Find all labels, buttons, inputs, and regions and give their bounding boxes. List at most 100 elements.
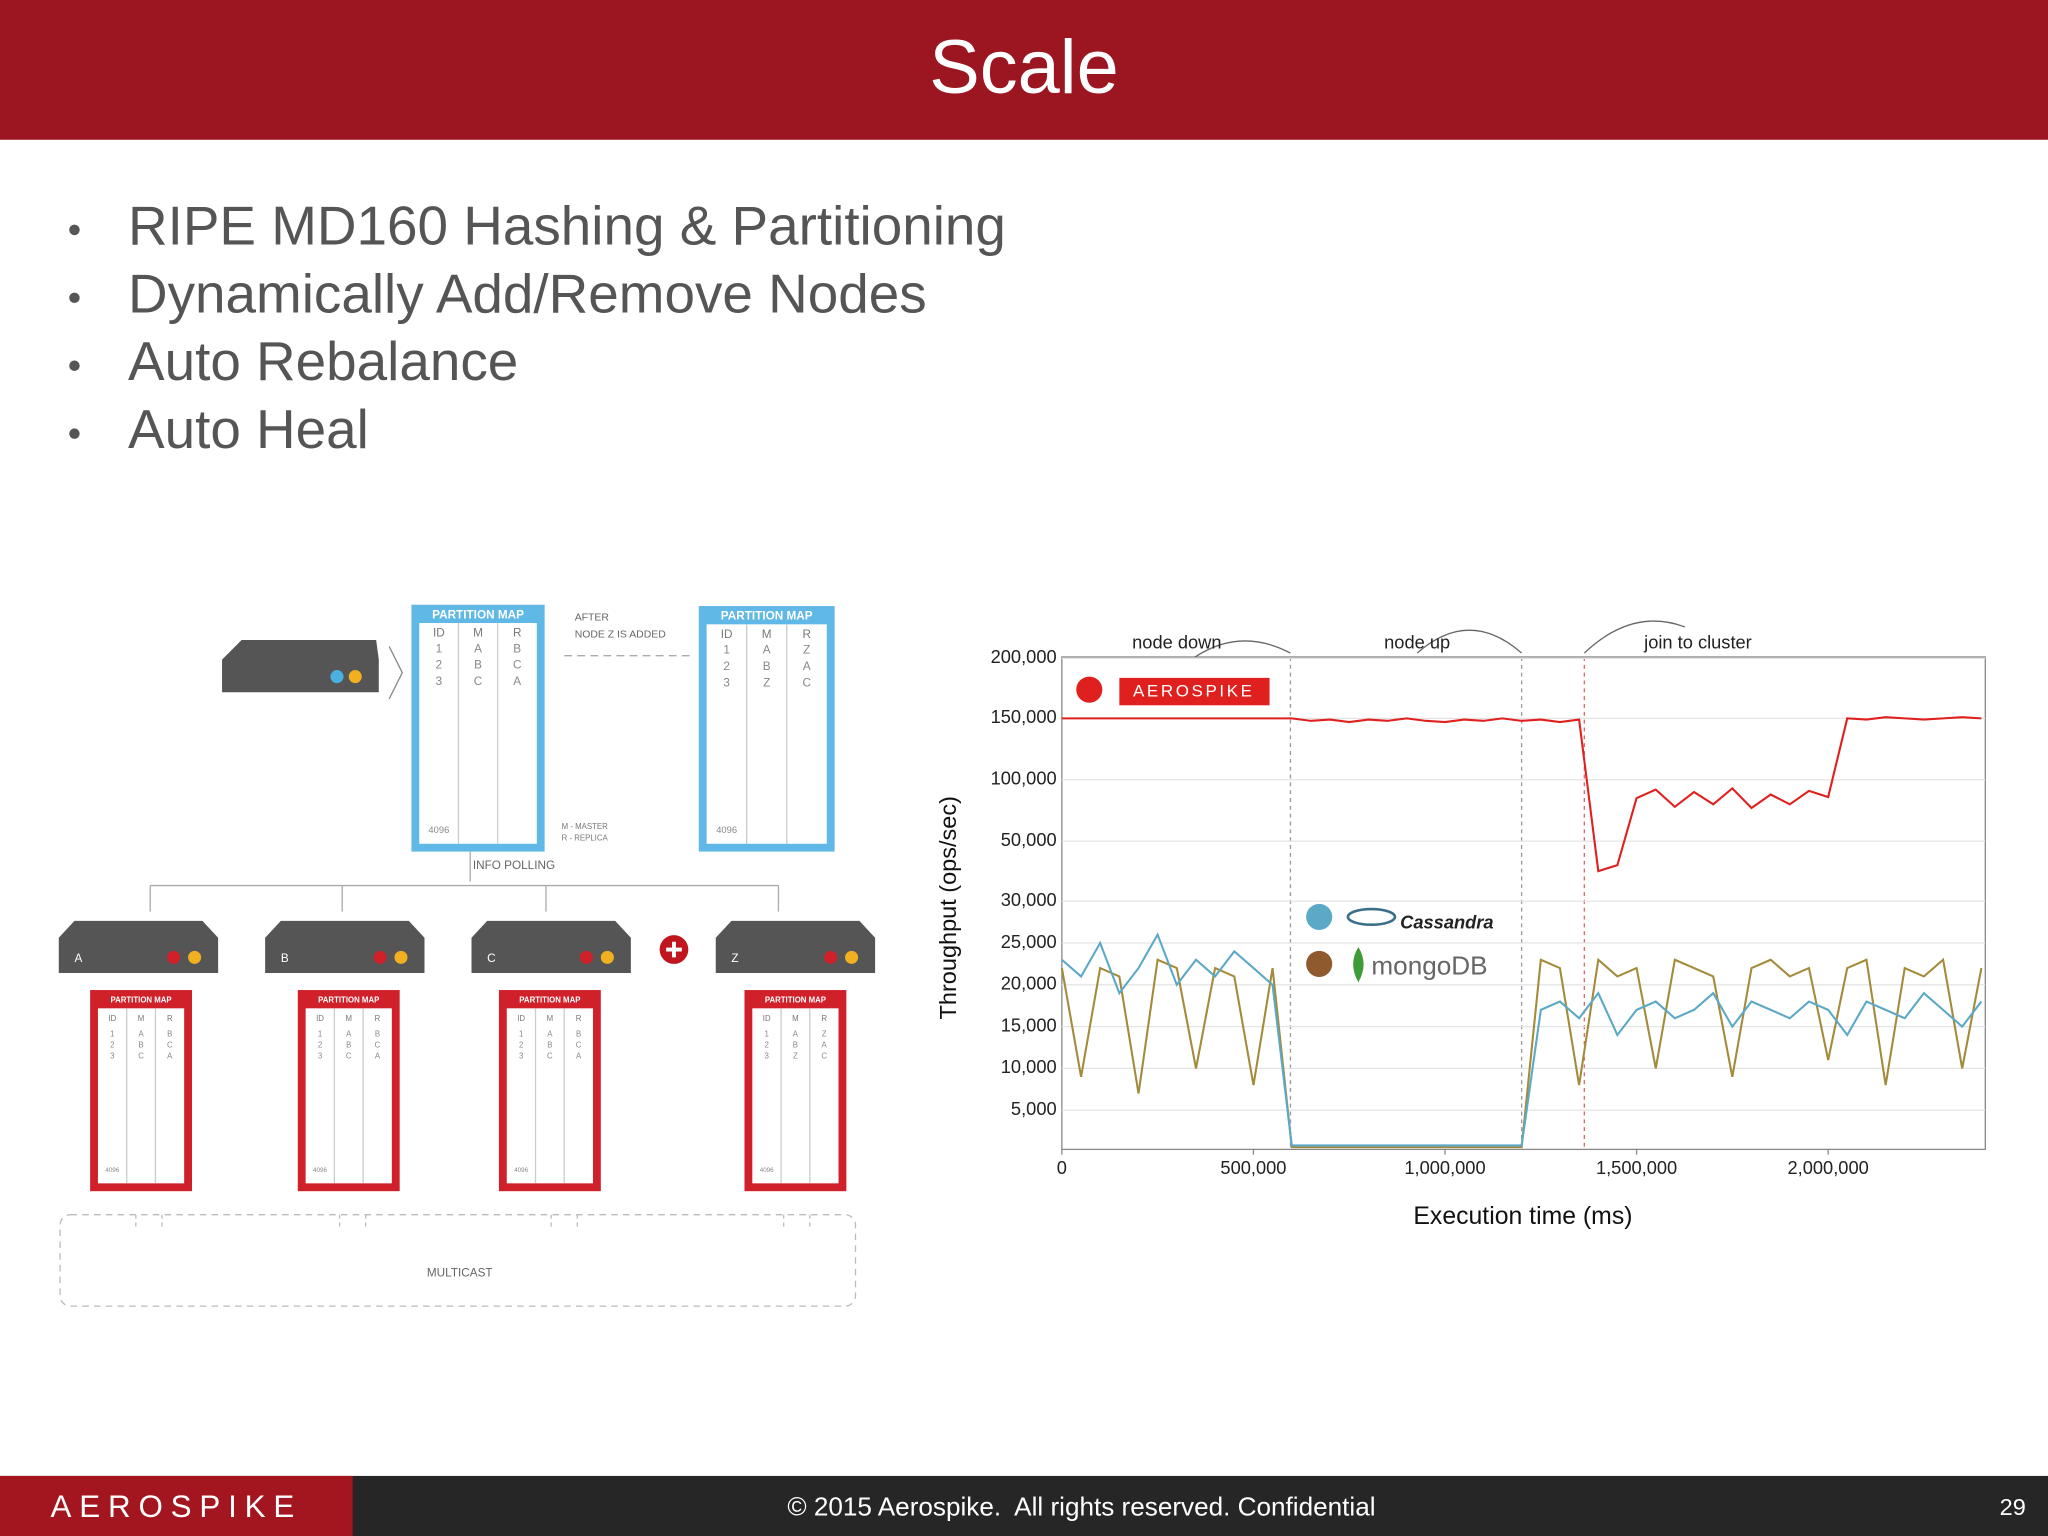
map-last-id: 4096 [313, 1167, 327, 1174]
map-cell: 3 [110, 1051, 115, 1060]
after-note: NODE Z IS ADDED [575, 630, 667, 641]
annotation-arc [1416, 629, 1523, 654]
y-tick-label: 200,000 [991, 646, 1057, 667]
partition-map-title: PARTITION MAP [765, 996, 826, 1005]
partition-map-title: PARTITION MAP [721, 610, 813, 623]
node-light [845, 950, 859, 964]
map-header: M [345, 1014, 352, 1023]
map-header: M [792, 1014, 799, 1023]
footer-logo: AEROSPIKE [51, 1489, 303, 1524]
annotations [1194, 620, 1686, 1150]
map-cell: C [821, 1051, 827, 1060]
map-header: ID [517, 1014, 525, 1023]
map-header: ID [721, 628, 733, 641]
map-cell: C [802, 676, 811, 689]
map-header: R [821, 1014, 827, 1023]
bullet-text: Dynamically Add/Remove Nodes [128, 262, 927, 324]
partition-map-body [752, 1008, 839, 1184]
map-cell: B [513, 642, 521, 655]
map-header: ID [316, 1014, 324, 1023]
map-cell: 3 [436, 675, 443, 688]
info-polling: INFO POLLING [473, 859, 555, 872]
map-header: R [375, 1014, 381, 1023]
map-cell: A [375, 1051, 381, 1060]
legend-note: M - MASTER [562, 822, 608, 831]
y-tick-label: 15,000 [1001, 1014, 1057, 1035]
slide-title: Scale [929, 25, 1119, 110]
map-cell: A [803, 660, 811, 673]
y-tick-label: 30,000 [1001, 889, 1057, 910]
partition-map-title: PARTITION MAP [519, 996, 580, 1005]
map-cell: A [576, 1051, 582, 1060]
series-line [1061, 932, 1983, 1147]
map-cell: A [346, 1030, 352, 1039]
node-server [715, 920, 876, 974]
map-cell: A [822, 1040, 828, 1049]
after-note: AFTER [575, 613, 610, 624]
partition-map-body [305, 1008, 392, 1184]
bullet-dot [69, 224, 80, 236]
map-cell: A [547, 1030, 553, 1039]
map-cell: 1 [519, 1030, 523, 1039]
map-cell: Z [822, 1030, 827, 1039]
partition-map-title: PARTITION MAP [110, 996, 171, 1005]
x-tick-label: 2,000,000 [1788, 1157, 1869, 1178]
node-server [471, 920, 631, 974]
y-tick-label: 10,000 [1001, 1056, 1057, 1077]
plot-frame [1061, 656, 1986, 1151]
multicast-label: MULTICAST [427, 1267, 493, 1280]
bullet-dot [69, 292, 80, 304]
map-cell: A [474, 642, 482, 655]
map-cell: C [547, 1051, 553, 1060]
partition-map-body [97, 1008, 185, 1184]
map-header: R [576, 1014, 582, 1023]
map-cell: B [346, 1040, 351, 1049]
x-tick-label: 0 [1057, 1157, 1067, 1178]
map-cell: Z [793, 1051, 798, 1060]
map-header: R [167, 1014, 173, 1023]
legend-dot [1306, 903, 1333, 930]
footer-logo-bg [0, 1475, 353, 1536]
legend-label: mongoDB [1371, 951, 1487, 981]
map-last-id: 4096 [514, 1167, 528, 1174]
map-cell: B [167, 1030, 172, 1039]
map-cell: 2 [110, 1040, 114, 1049]
map-cell: A [138, 1030, 144, 1039]
x-tick-label: 1,500,000 [1596, 1157, 1677, 1178]
bullet-text: Auto Heal [128, 398, 369, 460]
map-cell: 1 [318, 1030, 322, 1039]
node-light [394, 950, 408, 964]
map-cell: C [167, 1040, 173, 1049]
x-axis-title: Execution time (ms) [1413, 1203, 1632, 1230]
annotation: join to cluster [1643, 632, 1752, 653]
map-cell: C [513, 659, 522, 672]
map-cell: A [763, 644, 771, 657]
map-header: M [547, 1014, 554, 1023]
annotation-arc [1194, 640, 1291, 658]
map-cell: 3 [519, 1051, 524, 1060]
map-cell: A [793, 1030, 799, 1039]
annotation: node up [1384, 632, 1450, 653]
y-tick-label: 100,000 [991, 768, 1057, 789]
partition-map-body [419, 623, 537, 844]
node-light [600, 950, 614, 964]
map-cell: 2 [318, 1040, 322, 1049]
bullet-dot [69, 360, 80, 371]
partition-map-body [706, 624, 827, 844]
map-cell: B [763, 660, 771, 673]
node-label: C [487, 952, 496, 965]
header-bar [0, 0, 2048, 140]
bullet-text: Auto Rebalance [128, 330, 518, 392]
bus-ports [135, 1214, 811, 1228]
map-header: R [802, 628, 811, 641]
node-light [579, 950, 593, 964]
map-cell: 1 [110, 1030, 114, 1039]
map-cell: 3 [318, 1051, 323, 1060]
map-cell: C [346, 1051, 352, 1060]
legend-dot [1306, 950, 1333, 977]
map-cell: 2 [723, 660, 730, 673]
plus-sign [666, 941, 682, 958]
map-header: M [138, 1014, 145, 1023]
